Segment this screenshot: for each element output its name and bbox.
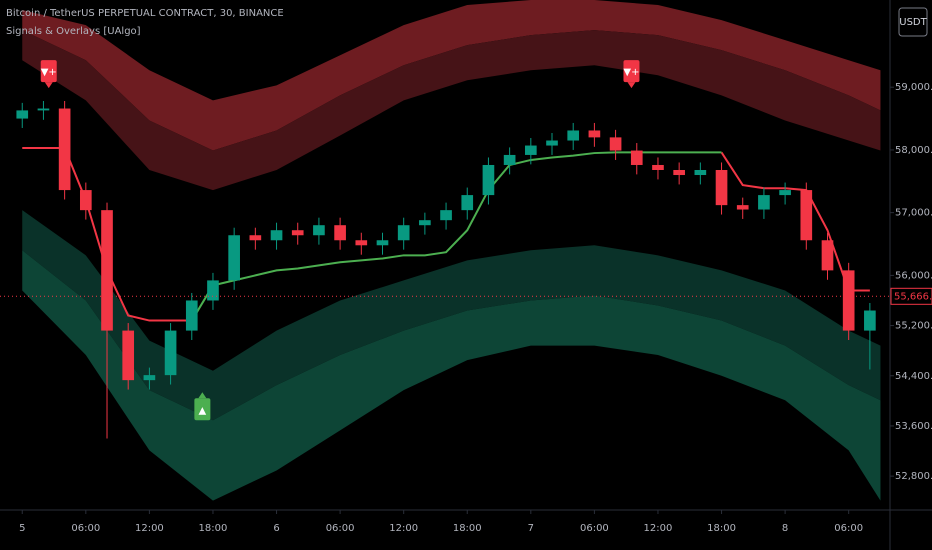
signal-label: ▼+ (623, 67, 639, 78)
currency-label: USDT (899, 17, 927, 28)
x-tick-label: 12:00 (135, 523, 164, 534)
candle-body (334, 225, 346, 241)
y-tick-label: 54,400.0 (895, 371, 932, 382)
signal: ▼+ (40, 60, 57, 89)
x-tick-label: 6 (273, 523, 279, 534)
candle-body (291, 230, 304, 236)
candle-body (779, 190, 791, 196)
signal: ▲ (194, 392, 211, 421)
y-tick-label: 55,200.0 (895, 321, 932, 332)
candle-body (16, 110, 29, 119)
candle-body (524, 145, 537, 155)
band (22, 0, 881, 151)
indicator-name: Signals & Overlays [UAlgo] (6, 26, 141, 37)
candle-body (376, 240, 389, 246)
y-tick-label: 56,000.0 (895, 270, 932, 281)
candle-body (842, 270, 855, 331)
y-tick-label: 52,800.0 (895, 471, 932, 482)
candle-body (758, 195, 770, 210)
signal-box (40, 60, 57, 83)
candle-body (397, 225, 410, 241)
signal-box (623, 60, 640, 83)
signal-pointer (627, 82, 636, 89)
candle-body (313, 225, 325, 236)
candle-body (143, 375, 156, 381)
x-tick-label: 12:00 (644, 523, 673, 534)
chart-title: Bitcoin / TetherUS PERPETUAL CONTRACT, 3… (6, 8, 284, 19)
candle-body (270, 230, 283, 241)
y-tick-label: 53,600.0 (895, 421, 932, 432)
x-tick-label: 06:00 (834, 523, 863, 534)
candle-body (864, 310, 876, 331)
x-tick-label: 12:00 (389, 523, 418, 534)
candle-body (440, 210, 452, 221)
x-tick-label: 18:00 (453, 523, 482, 534)
signal-label: ▲ (199, 405, 207, 416)
signal: ▼+ (623, 60, 640, 89)
y-tick-label: 58,000.0 (895, 145, 932, 156)
candle-body (79, 190, 92, 211)
band (22, 250, 881, 501)
candle-body (800, 190, 813, 241)
last-price-box (890, 287, 932, 305)
signal-pointer (44, 82, 53, 89)
candle-body (588, 130, 601, 138)
x-tick-label: 06:00 (71, 523, 100, 534)
candle-body (228, 235, 240, 281)
candle-body (503, 154, 516, 165)
candle-body (736, 205, 749, 210)
y-tick-label: 59,000.0 (895, 82, 932, 93)
signal-pointer (198, 392, 207, 399)
candle-body (694, 170, 707, 176)
candle-body (715, 170, 728, 206)
candle-body (630, 150, 643, 165)
band (22, 210, 881, 421)
candle-body (164, 330, 177, 376)
last-price-label: 55,666.6 (894, 291, 932, 302)
candle-body (461, 195, 474, 211)
candle-body (355, 240, 368, 246)
candle-body (419, 220, 431, 226)
candle-body (652, 164, 664, 170)
candle-body (482, 164, 495, 196)
x-tick-label: 18:00 (707, 523, 736, 534)
signal-label: ▼+ (41, 67, 57, 78)
candle-body (101, 210, 113, 331)
candle-body (609, 137, 622, 151)
x-tick-label: 18:00 (199, 523, 228, 534)
signal-box (194, 398, 211, 421)
band (22, 30, 881, 191)
candle-body (207, 280, 219, 301)
overlay: 52,800.0 53,600.0 54,400.0 55,200.0 56,000.0… (19, 82, 932, 534)
candle-body (821, 240, 834, 271)
candle-body (546, 140, 558, 146)
candle-body (567, 130, 580, 141)
currency-button[interactable] (898, 7, 928, 37)
candle-body (673, 170, 685, 176)
candle-body (185, 300, 198, 331)
candle-body (58, 108, 71, 191)
x-tick-label: 8 (782, 523, 788, 534)
plot-area: ▼+ ▲ ▼+ (0, 0, 890, 501)
x-tick-label: 7 (528, 523, 534, 534)
candle-body (122, 330, 135, 381)
x-tick-label: 06:00 (580, 523, 609, 534)
x-tick-label: 5 (19, 523, 25, 534)
y-tick-label: 57,000.0 (895, 208, 932, 219)
candle-body (37, 108, 50, 111)
candle-body (249, 235, 262, 241)
x-tick-label: 06:00 (326, 523, 355, 534)
